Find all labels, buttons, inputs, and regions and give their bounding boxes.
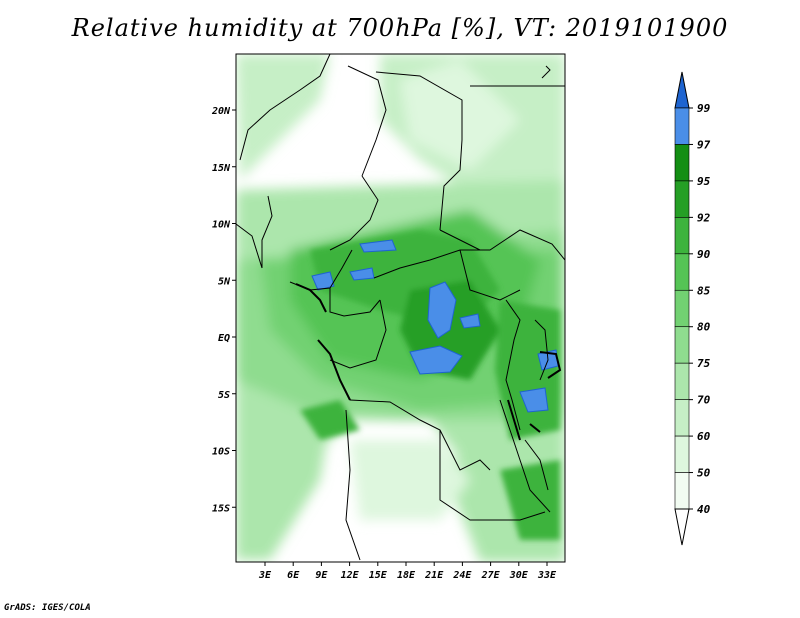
colorbar-segment: [674, 144, 690, 182]
colorbar-tick-label: 80: [697, 321, 711, 334]
lat-tick-label: 5N: [218, 276, 231, 287]
lat-tick-label: 10N: [212, 220, 231, 231]
lat-tick-label: EQ: [218, 333, 230, 344]
lon-tick-label: 9E: [315, 570, 328, 581]
colorbar-segment: [674, 472, 690, 510]
colorbar-segment: [674, 107, 690, 145]
colorbar-tick-label: 95: [697, 175, 711, 188]
colorbar-segment: [674, 399, 690, 437]
map-frame: [235, 53, 566, 563]
lat-tick-label: 20N: [211, 106, 231, 117]
colorbar-segment: [674, 435, 690, 473]
lat-tick-label: 15N: [212, 163, 231, 174]
latitude-axis: 20N 15N 10N 5N EQ 5S 10S 15S: [211, 106, 236, 514]
colorbar-segment: [674, 362, 690, 400]
lon-tick-label: 3E: [258, 570, 272, 581]
lon-tick-label: 24E: [452, 570, 472, 581]
colorbar-segment: [674, 217, 690, 255]
colorbar-tick-label: 99: [697, 102, 711, 115]
lon-tick-label: 27E: [481, 570, 501, 581]
colorbar-tick-label: 75: [697, 357, 711, 370]
lat-tick-label: 5S: [218, 390, 230, 401]
lon-tick-label: 12E: [341, 570, 360, 581]
colorbar: 99 97 95 92 90 85 80 75 70 60 50 40: [674, 71, 711, 546]
humidity-field: [236, 54, 565, 562]
colorbar-bottom-arrow: [674, 508, 690, 546]
grads-credit: GrADS: IGES/COLA: [4, 603, 91, 613]
colorbar-tick-label: 97: [697, 138, 711, 151]
colorbar-segment: [674, 326, 690, 364]
lat-tick-label: 15S: [212, 503, 230, 514]
colorbar-tick-label: 60: [697, 430, 711, 443]
colorbar-segment: [674, 253, 690, 291]
colorbar-tick-label: 70: [697, 394, 711, 407]
colorbar-segment: [674, 180, 690, 218]
colorbar-tick-label: 92: [697, 211, 711, 224]
lon-tick-label: 21E: [424, 570, 444, 581]
lon-tick-label: 6E: [287, 570, 300, 581]
colorbar-tick-label: 90: [697, 248, 711, 261]
colorbar-segment: [674, 289, 690, 328]
longitude-axis: 3E 6E 9E 12E 15E 18E 21E 24E 27E 30E 33E: [258, 562, 557, 581]
lon-tick-label: 18E: [397, 570, 416, 581]
chart-title: Relative humidity at 700hPa [%], VT: 201…: [71, 14, 729, 42]
colorbar-tick-label: 50: [697, 467, 711, 480]
lon-tick-label: 33E: [537, 570, 557, 581]
lat-tick-label: 10S: [212, 447, 230, 458]
colorbar-tick-label: 85: [697, 284, 711, 297]
lon-tick-label: 30E: [509, 570, 529, 581]
colorbar-tick-label: 40: [697, 503, 711, 516]
colorbar-top-arrow: [674, 71, 690, 109]
lon-tick-label: 15E: [369, 570, 388, 581]
